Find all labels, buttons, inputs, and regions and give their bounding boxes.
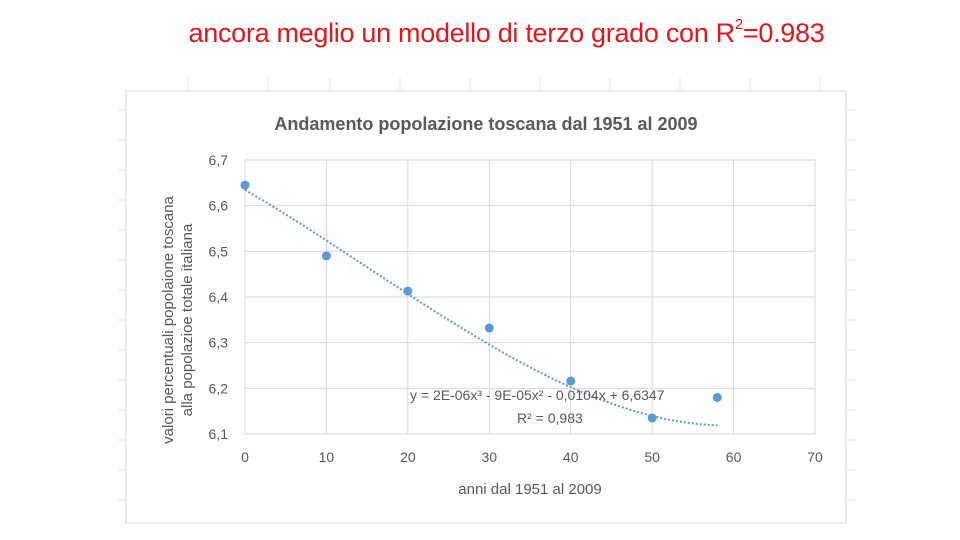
trend-equation-label: y = 2E-06x³ - 9E-05x² - 0,0104x + 6,6347 [410, 387, 665, 403]
data-point [712, 392, 722, 402]
chart-area [125, 90, 847, 524]
chart-title: Andamento popolazione toscana dal 1951 a… [274, 114, 697, 134]
y-axis-title-line2: alla popolazioe totale italiana [179, 223, 196, 416]
slide-title-superscript: 2 [734, 16, 743, 33]
x-tick-label: 20 [400, 449, 416, 465]
y-tick-label: 6,6 [209, 198, 229, 214]
x-tick-label: 60 [726, 449, 742, 465]
data-points [240, 180, 722, 423]
x-tick-label: 10 [319, 449, 335, 465]
data-point [647, 413, 657, 423]
x-tick-label: 70 [807, 449, 823, 465]
plot-grid [244, 159, 816, 435]
y-tick-label: 6,1 [209, 426, 229, 442]
slide-title-value: =0.983 [742, 18, 825, 48]
x-tick-label: 50 [644, 449, 660, 465]
y-tick-label: 6,7 [209, 152, 229, 168]
slide-title: ancora meglio un modello di terzo grado … [0, 16, 960, 49]
data-point [403, 286, 413, 296]
data-point [321, 251, 331, 261]
y-tick-label: 6,4 [209, 289, 229, 305]
slide-title-text: ancora meglio un modello di terzo grado … [188, 18, 736, 48]
y-tick-label: 6,5 [209, 243, 229, 259]
y-tick-label: 6,3 [209, 335, 229, 351]
x-tick-label: 40 [563, 449, 579, 465]
tick-labels: 0 10 20 30 40 50 60 70 6,1 6,2 6,3 6,4 6,5 6,6 6,7 [209, 152, 823, 465]
data-point [240, 180, 250, 190]
x-axis-title: anni dal 1951 al 2009 [458, 481, 601, 498]
x-tick-label: 0 [241, 449, 249, 465]
y-tick-label: 6,2 [209, 380, 229, 396]
x-tick-label: 30 [481, 449, 497, 465]
data-point [566, 376, 576, 386]
spreadsheet-gridlines [118, 78, 856, 501]
data-point [484, 323, 494, 333]
trendline [244, 188, 718, 427]
trend-r2-label: R² = 0,983 [517, 410, 583, 426]
y-axis-title-line1: valori percentuali popolaione toscana [160, 196, 177, 444]
